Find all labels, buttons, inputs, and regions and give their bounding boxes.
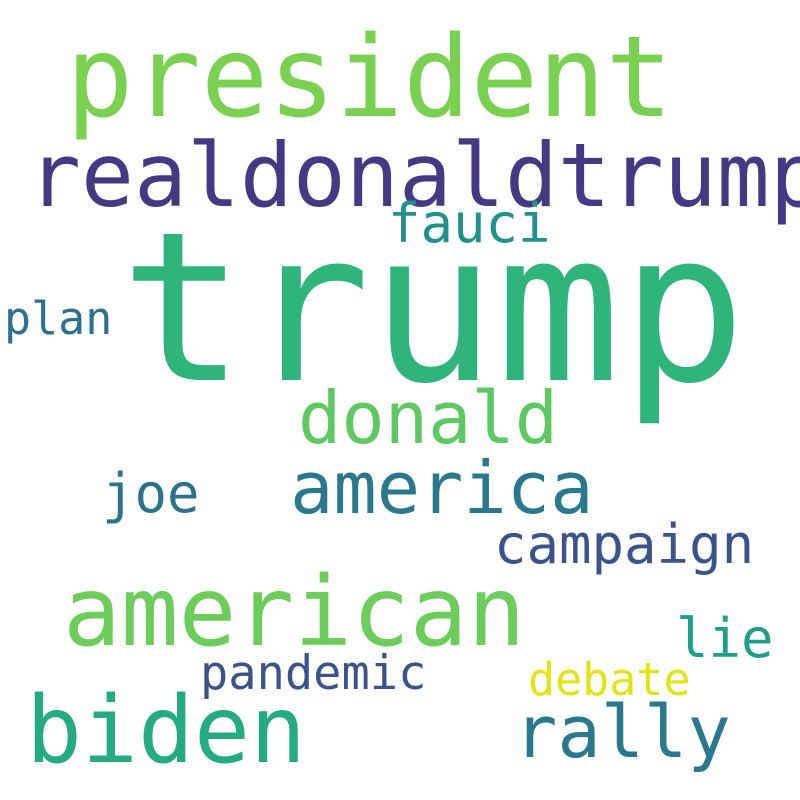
word-campaign: campaign: [494, 513, 755, 576]
word-realdonaldtrump: realdonaldtrump: [28, 124, 800, 227]
word-rally: rally: [514, 690, 731, 774]
word-trump: trump: [120, 188, 747, 430]
word-plan: plan: [4, 292, 113, 345]
word-pandemic: pandemic: [200, 646, 427, 701]
word-america: america: [290, 446, 594, 530]
word-joe: joe: [102, 462, 200, 525]
word-lie: lie: [676, 607, 774, 670]
word-president: president: [66, 13, 673, 143]
word-biden: biden: [26, 676, 306, 784]
word-debate: debate: [528, 653, 691, 706]
word-donald: donald: [298, 376, 559, 460]
word-fauci: fauci: [388, 192, 551, 255]
word-american: american: [63, 556, 526, 668]
